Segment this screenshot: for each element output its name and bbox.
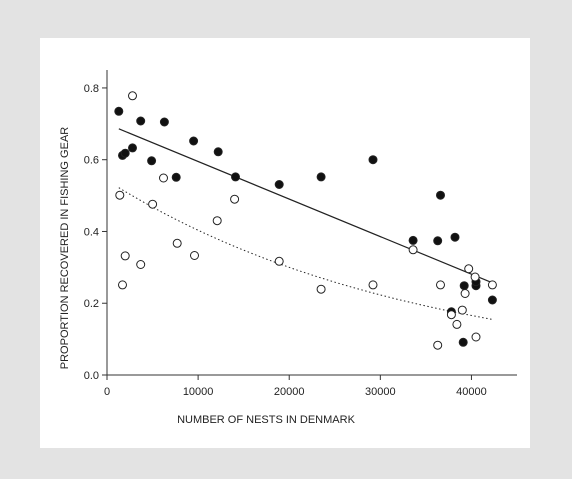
filled-point [114,106,124,116]
y-tick-label: 0.0 [84,370,99,382]
open-point [148,199,158,209]
open-point [190,251,199,260]
open-point [470,272,480,282]
open-point [316,284,326,294]
filled-point [436,190,445,200]
open-point [460,289,470,298]
open-point [115,190,125,200]
open-point [159,173,168,183]
y-tick-label: 0.6 [84,155,99,167]
x-axis-label: NUMBER OF NESTS IN DENMARK [177,414,356,426]
open-point [118,280,127,290]
filled-point [316,172,326,182]
open-point [464,264,474,274]
filled-point [408,235,418,245]
filled-point [147,156,157,166]
open-point [408,245,418,255]
filled-point [231,172,240,182]
open-point [128,91,137,101]
open-point [230,194,240,204]
chart-panel: 0 10000 20000 30000 40000 0.0 0.2 0.4 0.6 0.8 NUM… [40,38,530,448]
open-point [274,256,284,266]
filled-point [136,116,146,126]
open-point [436,280,445,290]
open-point [212,216,222,226]
filled-point [487,295,497,305]
open-point [136,260,146,269]
filled-point [450,232,460,242]
filled-point [274,180,284,189]
filled-point [433,236,443,246]
open-point [433,340,443,350]
x-tick-label: 40000 [456,386,487,398]
open-point [172,238,182,248]
filled-point [368,155,378,165]
filled-point [213,147,223,157]
filled-point [159,117,169,127]
open-point [487,280,497,290]
axes: 0 10000 20000 30000 40000 0.0 0.2 0.4 0.6 0.8 [84,70,517,398]
trend-lines [118,128,493,320]
x-tick-label: 20000 [274,386,305,398]
x-tick-label: 0 [104,386,110,398]
data-points [114,91,497,350]
trend-line-filled [118,128,493,284]
open-point [446,310,456,320]
filled-point [120,148,130,158]
open-point [471,332,481,342]
y-tick-label: 0.8 [84,83,99,95]
open-point [457,305,467,315]
open-point [120,251,130,261]
filled-point [459,281,469,291]
y-tick-label: 0.2 [84,298,99,310]
open-point [452,319,462,329]
filled-point [128,143,137,153]
x-tick-label: 10000 [183,386,214,398]
y-tick-label: 0.4 [84,226,99,238]
open-point [368,280,378,290]
y-axis-label: PROPORTION RECOVERED IN FISHING GEAR [59,127,71,369]
scatter-chart: 0 10000 20000 30000 40000 0.0 0.2 0.4 0.6 0.8 NUM… [59,70,517,426]
filled-point [458,337,468,347]
trend-line-open [118,187,493,320]
filled-point [189,136,199,146]
x-tick-label: 30000 [365,386,396,398]
filled-point [171,172,181,182]
